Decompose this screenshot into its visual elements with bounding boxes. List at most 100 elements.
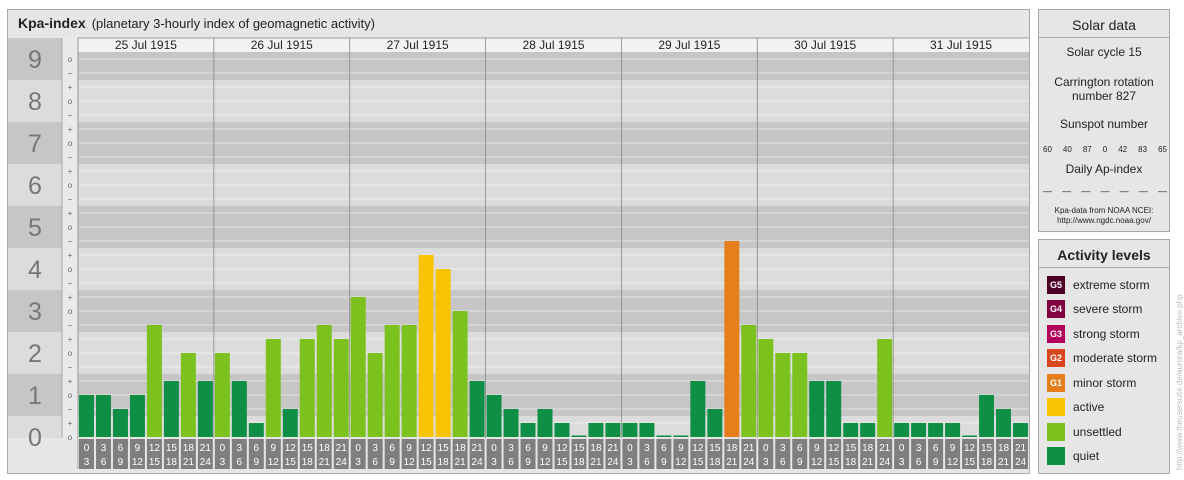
interval-start-label: 12 [692, 443, 704, 454]
kp-bar [911, 423, 927, 437]
legend-swatch [1047, 398, 1065, 416]
interval-start-label: 6 [254, 443, 260, 454]
interval-label-cell [571, 439, 587, 469]
sub-tick-label: + [68, 251, 73, 260]
interval-start-label: 9 [950, 443, 956, 454]
interval-end-label: 12 [947, 457, 959, 468]
interval-start-label: 12 [421, 443, 433, 454]
legend-row-unsettled: unsettled [1047, 422, 1122, 441]
interval-end-label: 18 [302, 457, 314, 468]
interval-label-cell [79, 439, 94, 469]
chart-title: Kpa-index (planetary 3-hourly index of ge… [18, 15, 375, 31]
kp-bar [826, 381, 842, 437]
legend-row-moderate-storm: G2 moderate storm [1047, 349, 1157, 368]
kp-bar [265, 339, 281, 437]
interval-label-cell [928, 439, 944, 469]
date-label: 29 Jul 1915 [658, 38, 720, 52]
carrington-rotation-line2: number 827 [1071, 89, 1137, 103]
solar-data-panel: Solar data Solar cycle 15 Carrington rot… [1038, 9, 1170, 232]
sub-tick-label: + [68, 167, 73, 176]
sunspot-values-row: 60 40 87 0 42 83 65 [1043, 145, 1167, 154]
interval-end-label: 12 [675, 457, 687, 468]
interval-start-label: 18 [862, 443, 874, 454]
interval-start-label: 3 [644, 443, 650, 454]
interval-end-label: 21 [183, 457, 195, 468]
source-credit: http://www.theusersuite.de/aurora/kp_arc… [1175, 294, 1184, 470]
interval-label-cell [486, 439, 502, 469]
interval-label-cell [469, 439, 485, 469]
interval-start-label: 6 [661, 443, 667, 454]
legend-row-quiet: quiet [1047, 447, 1099, 466]
interval-start-label: 15 [845, 443, 857, 454]
interval-end-label: 6 [508, 457, 514, 468]
legend-row-extreme-storm: G5 extreme storm [1047, 275, 1150, 294]
interval-label-cell [163, 439, 179, 469]
interval-end-label: 18 [709, 457, 721, 468]
interval-start-label: 6 [797, 443, 803, 454]
sub-tick-label: − [68, 237, 73, 246]
interval-end-label: 24 [200, 457, 212, 468]
interval-label-cell [707, 439, 723, 469]
legend-swatch [1047, 422, 1065, 441]
kp-bar [962, 435, 978, 437]
sub-tick-label: + [68, 125, 73, 134]
sunspot-value: 87 [1082, 145, 1092, 154]
interval-start-label: 0 [899, 443, 905, 454]
interval-end-label: 6 [780, 457, 786, 468]
interval-start-label: 9 [542, 443, 548, 454]
sub-tick-label: − [68, 111, 73, 120]
interval-label-cell [622, 439, 638, 469]
kp-bar [724, 240, 740, 437]
interval-end-label: 21 [862, 457, 874, 468]
legend-swatch: G2 [1047, 349, 1065, 367]
kp-bar [707, 408, 723, 437]
kp-bar [316, 324, 332, 437]
interval-start-label: 12 [964, 443, 976, 454]
interval-label-cell [112, 439, 128, 469]
sub-tick-label: − [68, 153, 73, 162]
interval-end-label: 21 [590, 457, 602, 468]
interval-label-cell [758, 439, 774, 469]
chart-subtitle: (planetary 3-hourly index of geomagnetic… [91, 16, 375, 31]
interval-label-cell [146, 439, 162, 469]
interval-end-label: 21 [455, 457, 467, 468]
legend-swatch [1047, 447, 1065, 465]
interval-end-label: 12 [268, 457, 280, 468]
kp-bar [452, 311, 468, 437]
kp-bar [418, 255, 434, 437]
data-source-url[interactable]: http://www.ngdc.noaa.gov/ [1057, 216, 1151, 225]
interval-start-label: 9 [271, 443, 277, 454]
sub-tick-label: + [68, 419, 73, 428]
y-axis-band-9 [8, 38, 62, 80]
interval-start-label: 6 [118, 443, 124, 454]
y-tick-label: 0 [28, 424, 42, 452]
interval-start-label: 6 [933, 443, 939, 454]
kp-bar [860, 423, 876, 437]
y-axis-band-6 [8, 164, 62, 206]
sunspot-value: 65 [1158, 145, 1167, 154]
sunspot-number-label: Sunspot number [1059, 117, 1149, 131]
daily-ap-index-label: Daily Ap-index [1065, 162, 1143, 176]
interval-label-cell [316, 439, 332, 469]
kp-bar [435, 269, 451, 437]
interval-end-label: 3 [763, 457, 769, 468]
y-axis-band-0 [8, 416, 62, 438]
interval-end-label: 6 [644, 457, 650, 468]
interval-label-cell [673, 439, 689, 469]
kp-bar [197, 381, 213, 437]
interval-label-cell [792, 439, 808, 469]
interval-end-label: 18 [573, 457, 585, 468]
interval-label-cell [775, 439, 791, 469]
interval-label-cell [248, 439, 264, 469]
y-axis-band-5 [8, 206, 62, 248]
kp-bar [622, 423, 638, 437]
legend-row-minor-storm: G1 minor storm [1047, 373, 1136, 392]
interval-start-label: 18 [726, 443, 738, 454]
sub-tick-label: + [68, 293, 73, 302]
interval-label-cell [367, 439, 383, 469]
y-tick-label: 3 [28, 298, 42, 326]
legend-label: extreme storm [1073, 277, 1150, 292]
interval-label-cell [350, 439, 366, 469]
sub-tick-label: o [68, 97, 73, 106]
